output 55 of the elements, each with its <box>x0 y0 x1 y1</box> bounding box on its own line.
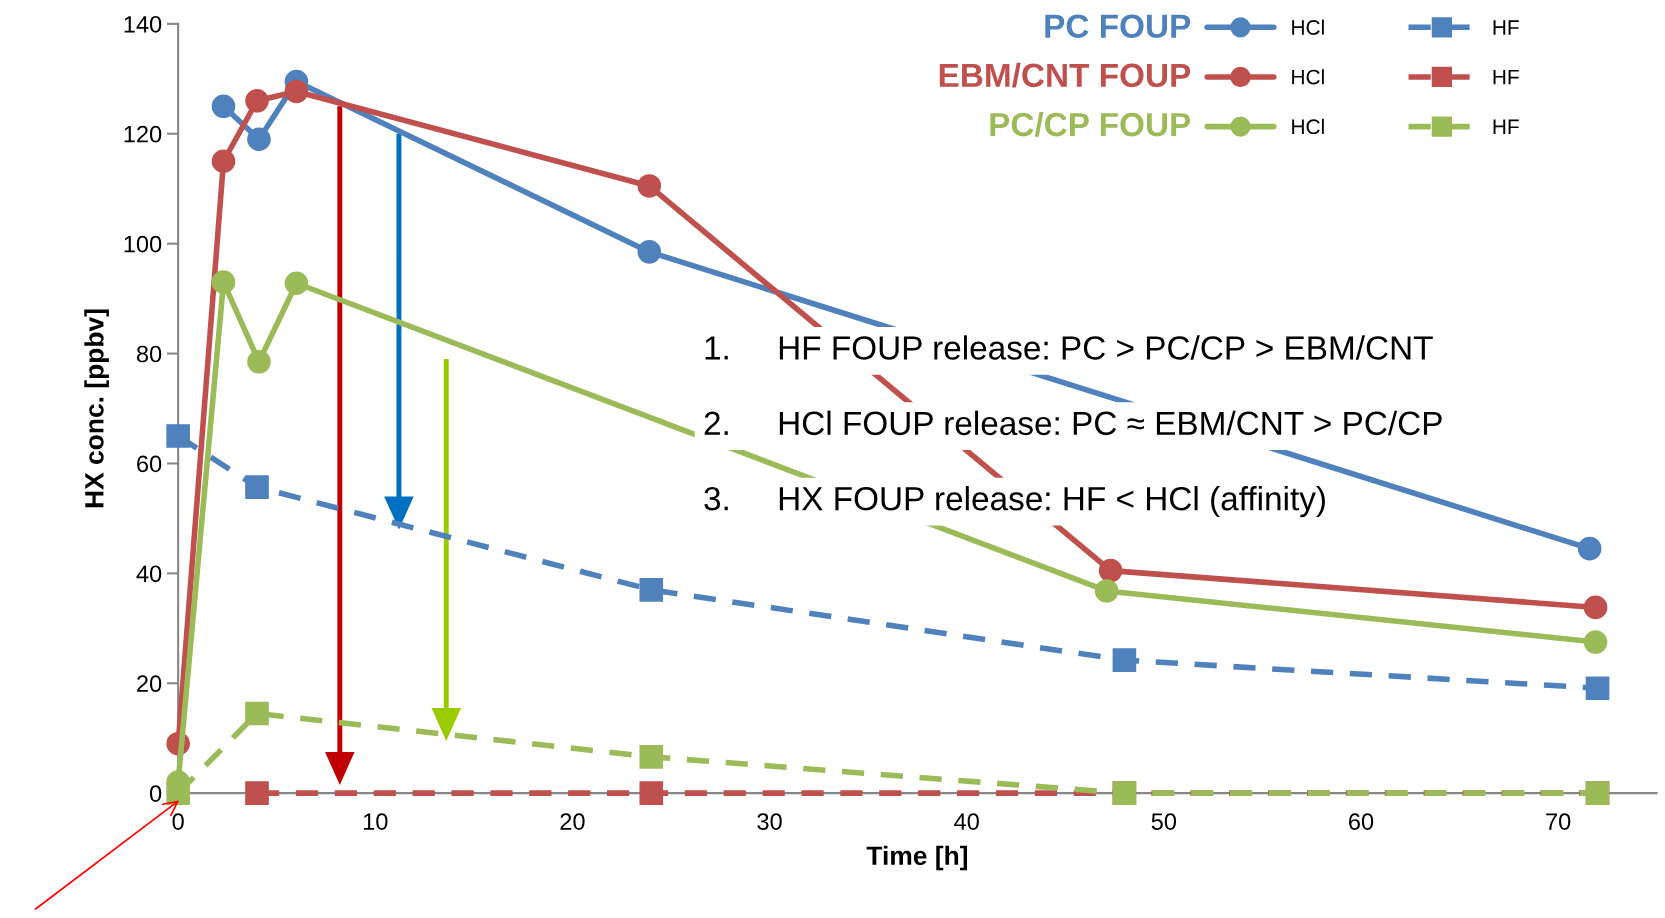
point <box>639 745 664 769</box>
point <box>1094 579 1119 603</box>
annotation: PC FOUP <box>1045 14 1191 38</box>
point <box>284 271 309 296</box>
point <box>211 94 236 119</box>
legend-label: HCl <box>1292 118 1324 135</box>
x-tick-label: 0 <box>172 813 184 830</box>
y-tick-label: 0 <box>149 785 162 802</box>
point <box>1583 630 1608 654</box>
point <box>245 475 269 499</box>
y-tick-label: 40 <box>136 565 162 583</box>
x-axis-title: Time [h] <box>866 845 968 871</box>
point <box>245 701 269 726</box>
point <box>166 781 190 805</box>
point <box>245 781 269 805</box>
x-tick-label: 70 <box>1546 813 1571 830</box>
point <box>211 270 236 294</box>
x-tick-label: 40 <box>954 813 979 830</box>
point <box>639 781 664 805</box>
y-tick-label: 80 <box>136 345 162 363</box>
point <box>1577 536 1602 561</box>
annotation: EBM/CNT FOUP <box>939 62 1191 88</box>
legend-label: HF <box>1493 69 1519 85</box>
x-tick-label: 30 <box>757 813 782 830</box>
legend-label: HCl <box>1292 19 1324 35</box>
y-axis-title: HX conc. [ppbv] <box>84 309 109 508</box>
annotation: 3. HX FOUP release: HF < HCl (affinity) <box>704 486 1325 518</box>
point <box>166 424 190 448</box>
y-tick-label: 20 <box>137 675 162 693</box>
y-tick-label: 140 <box>124 15 162 33</box>
point <box>1098 558 1123 583</box>
annotation: 1. HF FOUP release: PC > PC/CP > EBM/CNT <box>705 335 1433 360</box>
point <box>1583 595 1608 620</box>
point <box>639 578 664 602</box>
point <box>1585 676 1610 701</box>
legend-label: HCl <box>1292 69 1324 85</box>
point <box>247 349 271 374</box>
legend-label: HF <box>1493 20 1519 35</box>
annotation: PC/CP FOUP <box>990 111 1191 137</box>
x-tick-label: 20 <box>560 813 585 830</box>
x-tick-label: 50 <box>1151 813 1177 830</box>
point <box>211 149 236 174</box>
annotation: 2. HCl FOUP release: PC ≈ EBM/CNT > PC/CP <box>704 410 1442 436</box>
point <box>637 240 662 264</box>
point <box>1112 648 1137 672</box>
x-tick-label: 10 <box>363 813 388 830</box>
point <box>637 174 662 198</box>
point <box>245 88 269 113</box>
y-tick-label: 120 <box>124 125 162 143</box>
point <box>247 127 271 152</box>
y-tick-label: 100 <box>124 235 162 253</box>
point <box>284 79 309 104</box>
x-tick-label: 60 <box>1349 813 1374 830</box>
legend-label: HF <box>1493 119 1519 134</box>
y-tick-label: 60 <box>137 455 162 473</box>
